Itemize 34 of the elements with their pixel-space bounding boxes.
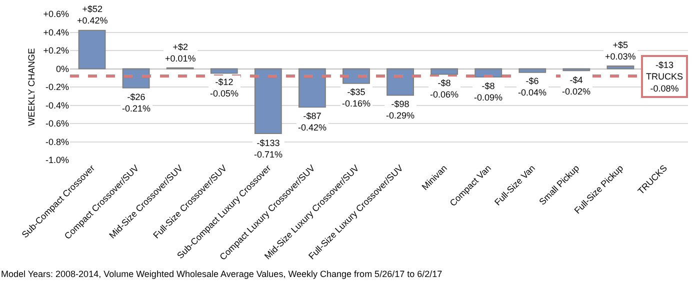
y-tick-label: -0.2% [45,82,69,92]
bar [386,68,414,96]
y-tick-label: +0.4% [43,27,69,38]
y-axis-title: WEEKLY CHANGE [26,48,37,126]
data-label: -$87 -0.42% [298,111,327,133]
y-tick-label: -1.0% [45,155,69,166]
data-label: +$52 +0.42% [77,4,108,26]
data-label: -$26 -0.21% [122,92,151,114]
bar [430,68,458,75]
y-tick-label: -0.4% [45,100,69,110]
data-label: -$98 -0.29% [386,99,415,121]
data-label: -$35 -0.16% [342,87,371,109]
y-tick-label: 0% [56,64,69,74]
bar [78,30,106,70]
y-tick-label: -0.6% [45,118,69,129]
data-label: -$8 -0.06% [430,78,459,100]
data-label: -$8 -0.09% [474,81,503,103]
data-label: -$6 -0.04% [518,76,547,98]
bar [254,68,282,134]
bar [518,68,546,73]
y-tick-label: -0.8% [45,136,69,147]
bar [210,68,238,74]
text: Model Years: 2008-2014, Volume Weighted Wholesale Average Values, Weekly Change from 5/26/17 to 6/2/17 [1,269,442,279]
bar [606,66,634,70]
bar [298,68,326,108]
data-label: +$2 +0.01% [165,42,196,64]
data-label: -$12 -0.05% [210,77,239,99]
data-label: +$5 +0.03% [605,40,636,62]
data-label: -$4 -0.02% [562,75,591,97]
ref-line-label: -$13 TRUCKS -0.08% [646,60,684,94]
data-label: -$133 -0.71% [254,138,283,160]
y-tick-label: +0.2% [43,46,69,56]
y-tick-label: +0.6% [43,9,69,20]
bar [122,68,150,88]
